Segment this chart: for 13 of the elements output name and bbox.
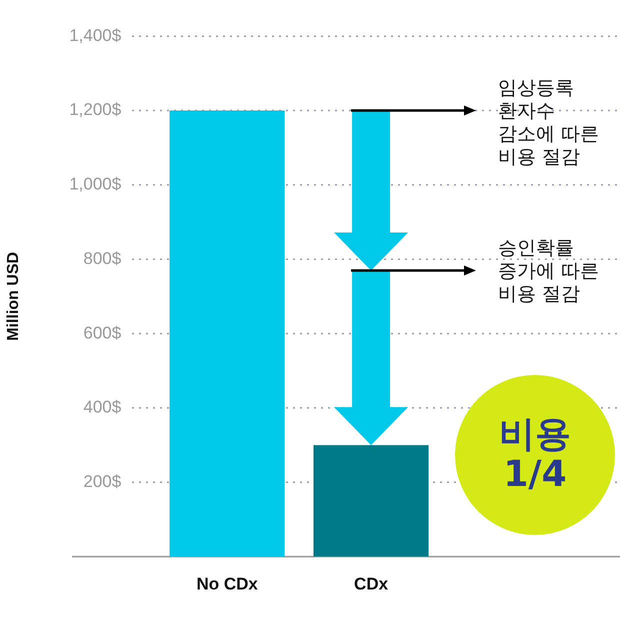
text: 임상등록 환자수 감소에 따른 비용 절감 [498,76,600,169]
y-tick-label: 1,200$ [69,100,122,120]
y-tick-label: 1,400$ [69,26,122,45]
x-tick-label: CDx [354,574,389,594]
y-tick-label: 1,000$ [69,174,122,194]
y-tick-label: 600$ [83,323,122,342]
y-tick-label: 800$ [83,248,122,268]
y-tick-label: 200$ [83,472,122,491]
text: 승인확률 증가에 따른 비용 절감 [498,236,600,306]
y-tick-label: 400$ [83,398,122,417]
y-axis-title: Million USD [5,252,22,341]
x-tick-label: No CDx [196,574,258,594]
circle-badge: 비용 1/4 [455,375,615,535]
